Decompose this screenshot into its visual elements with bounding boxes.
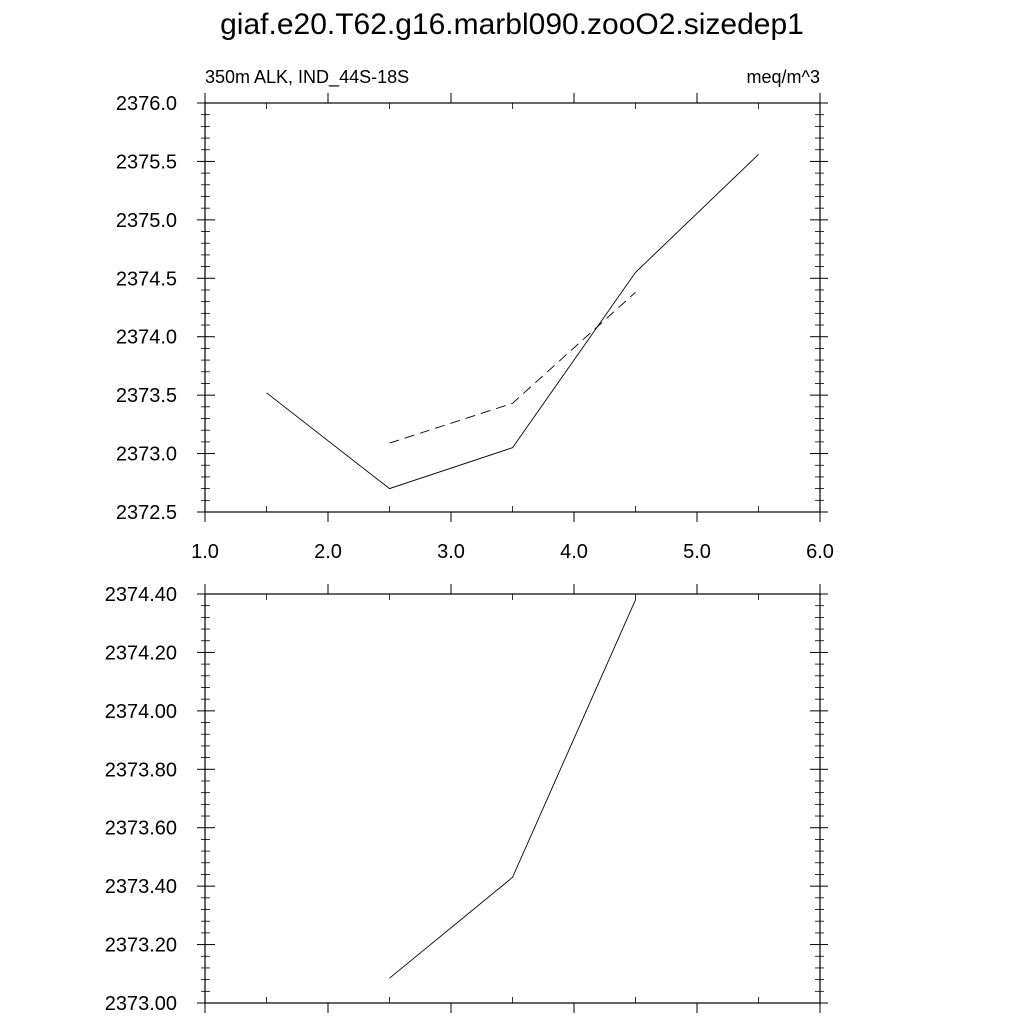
y-tick-label: 2374.5: [116, 268, 177, 290]
panel-units-label: meq/m^3: [747, 67, 820, 87]
top-panel: 2372.5 2373.0 2373.5 2374.0 2374.5 2375.0 2375…: [116, 67, 834, 563]
y-tick-label: 2372.5: [116, 502, 177, 524]
y-tick-label: 2373.40: [105, 876, 177, 898]
chart-title: giaf.e20.T62.g16.marbl090.zooO2.sizedep1: [220, 8, 804, 41]
y-tick-label: 2374.0: [116, 327, 177, 349]
plot-frame: [204, 593, 821, 1004]
series-line-solid: [266, 154, 759, 490]
y-tick-label: 2373.0: [116, 444, 177, 466]
y-tick-label: 2374.20: [105, 642, 177, 664]
y-tick-label: 2375.0: [116, 210, 177, 232]
bottom-panel: 2373.00 2373.20 2373.40 2373.60 2373.80 2374.…: [105, 584, 828, 1015]
series-line-solid: [389, 599, 636, 979]
plot-frame: [204, 102, 821, 513]
y-tick-label: 2373.80: [105, 759, 177, 781]
x-tick-label: 4.0: [560, 541, 588, 563]
y-tick-label: 2374.00: [105, 701, 177, 723]
x-tick-label: 1.0: [191, 541, 219, 563]
panel-left-label: 350m ALK, IND_44S-18S: [205, 67, 409, 88]
y-tick-label: 2374.40: [105, 584, 177, 606]
x-tick-label: 2.0: [314, 541, 342, 563]
x-tick-label: 6.0: [806, 541, 834, 563]
y-tick-label: 2373.60: [105, 818, 177, 840]
y-tick-label: 2373.5: [116, 385, 177, 407]
y-tick-label: 2373.00: [105, 993, 177, 1015]
x-tick-label: 5.0: [683, 541, 711, 563]
y-tick-label: 2376.0: [116, 93, 177, 115]
y-tick-label: 2375.5: [116, 151, 177, 173]
series-line-dashed: [389, 291, 636, 444]
x-tick-label: 3.0: [437, 541, 465, 563]
y-tick-label: 2373.20: [105, 935, 177, 957]
